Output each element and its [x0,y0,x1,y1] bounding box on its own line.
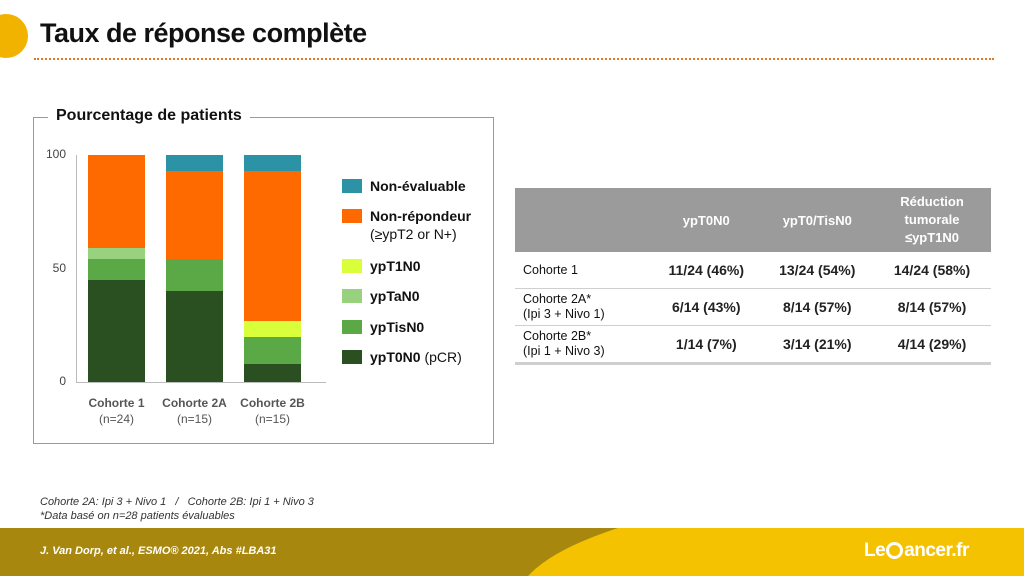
table-header-cell: Réduction tumorale ≤ypT1N0 [873,188,991,252]
table-value-cell: 6/14 (43%) [651,288,762,326]
x-axis-line [76,382,326,383]
table-value-cell: 11/24 (46%) [651,252,762,289]
logo-c-icon [886,542,904,559]
bar-segment-non_repondeur [166,170,223,260]
legend-label: Non-évaluable [370,178,466,194]
table-header-row: ypT0N0 ypT0/TisN0 Réduction tumorale ≤ypT1… [515,188,991,252]
table-value-cell: 1/14 (7%) [651,325,762,365]
logo-text-left: Le [864,540,886,561]
y-tick-label: 100 [45,147,66,161]
legend-label: ypTisN0 [370,319,425,335]
footnote-line: Cohorte 2A: Ipi 3 + Nivo 1 / Cohorte 2B:… [40,496,314,508]
corner-accent-tab [0,14,28,58]
x-category-sublabel: (n=15) [176,412,213,426]
table-row: Cohorte 2B* (Ipi 1 + Nivo 3) 1/14 (7%) 3/14… [515,325,991,365]
footnote-line: *Data basé on n=28 patients évaluables [40,510,235,522]
bar-segment-ypTisN0 [88,259,145,280]
title-divider [34,58,994,60]
bar-column [244,155,301,382]
table-value-cell: 8/14 (57%) [873,288,991,326]
logo-text-right: ancer.fr [904,540,969,561]
cohort-name-cell: Cohorte 1 [515,252,651,289]
bar-segment-non_evaluable [244,155,301,171]
cohort-name-cell: Cohorte 2B* (Ipi 1 + Nivo 3) [515,325,651,365]
chart-title: Pourcentage de patients [48,107,250,125]
bar-column [166,155,223,382]
legend-label: ypTaN0 [370,288,420,304]
table-value-cell: 13/24 (54%) [761,252,873,289]
cohort-name-cell: Cohorte 2A* (Ipi 3 + Nivo 1) [515,288,651,326]
table-row: Cohorte 1 11/24 (46%) 13/24 (54%) 14/24 (58… [515,252,991,289]
y-tick-label: 50 [52,260,66,275]
legend-swatch [342,320,362,334]
legend-label-suffix: (pCR) [420,349,462,365]
cohort-name-line: Cohorte 2A* [523,292,592,306]
chart-frame [33,117,494,444]
footer-band [0,528,1024,576]
legend-swatch [342,209,362,223]
legend-label: ypT1N0 [370,258,421,274]
bar-column [88,155,145,382]
cohort-name-line: (Ipi 3 + Nivo 1) [523,307,605,321]
x-category-label: Cohorte 2A [162,396,227,410]
table-value-cell: 4/14 (29%) [873,325,991,365]
page-title: Taux de réponse complète [40,18,367,48]
legend-label: ypT0N0 (pCR) [370,349,462,365]
bar-segment-non_evaluable [166,155,223,171]
bar-segment-ypTisN0 [166,259,223,292]
x-category-label: Cohorte 2B [240,396,305,410]
table-body: Cohorte 1 11/24 (46%) 13/24 (54%) 14/24 (58… [515,252,991,365]
bar-segment-ypT1N0 [244,320,301,337]
bar-segment-ypT0N0 [244,363,301,382]
legend-swatch [342,289,362,303]
bar-segment-ypT0N0 [88,279,145,382]
cohort-name-line: (Ipi 1 + Nivo 3) [523,344,605,358]
legend-label: Non-répondeur [370,208,472,224]
bar-segment-ypT0N0 [166,291,223,382]
legend-sublabel: (≥ypT2 or N+) [370,226,457,242]
table-header-cell: ypT0/TisN0 [761,188,873,252]
bar-segment-ypTisN0 [244,336,301,364]
x-category-sublabel: (n=15) [254,412,291,426]
legend-swatch [342,179,362,193]
y-axis-line [76,155,77,383]
table-value-cell: 14/24 (58%) [873,252,991,289]
cohort-name-line: Cohorte 2B* [523,329,592,343]
table-row: Cohorte 2A* (Ipi 3 + Nivo 1) 6/14 (43%) 8/1… [515,288,991,326]
table-value-cell: 3/14 (21%) [761,325,873,365]
x-category-label: Cohorte 1 [88,396,145,410]
table-header-cell [515,188,651,252]
bar-segment-non_repondeur [88,155,145,249]
y-tick-label: 0 [59,374,66,388]
footer-citation: J. Van Dorp, et al., ESMO® 2021, Abs #LB… [40,545,277,557]
brand-logo: Le ancer.fr [864,540,969,562]
results-table: ypT0N0 ypT0/TisN0 Réduction tumorale ≤ypT1… [515,188,991,365]
legend-swatch [342,259,362,273]
x-category-sublabel: (n=24) [98,412,135,426]
footnote: Cohorte 2A: Ipi 3 + Nivo 1 / Cohorte 2B:… [40,495,314,523]
bar-segment-non_repondeur [244,170,301,321]
legend-swatch [342,350,362,364]
cohort-name-line: Cohorte 1 [523,262,578,277]
bar-segment-ypTaN0 [88,248,145,260]
table-header-cell: ypT0N0 [651,188,762,252]
table-value-cell: 8/14 (57%) [761,288,873,326]
